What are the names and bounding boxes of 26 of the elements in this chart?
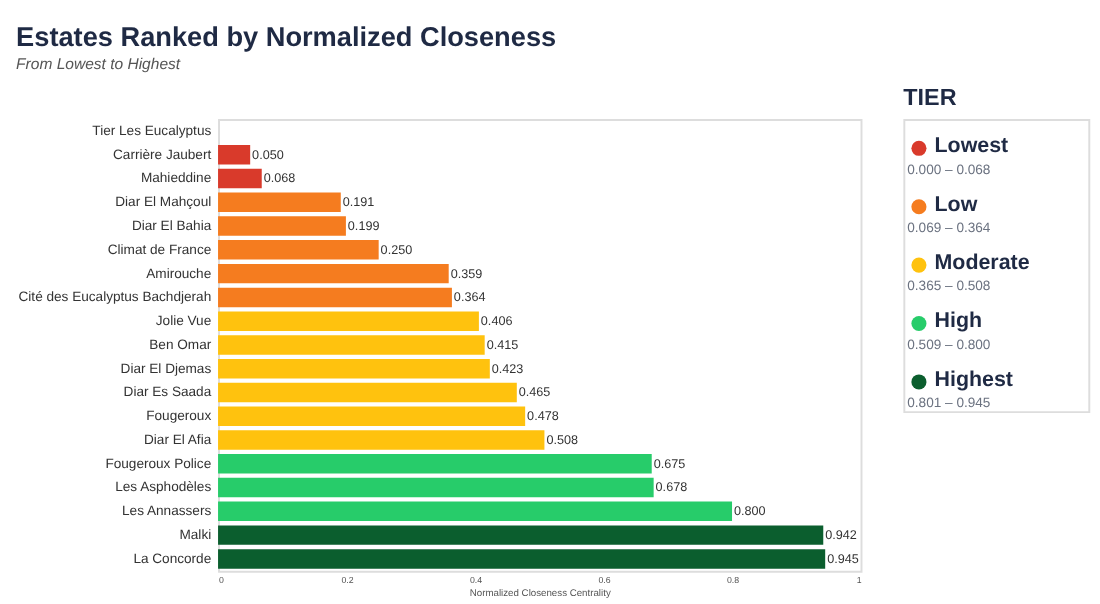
bar: [218, 406, 526, 426]
chart-title: Estates Ranked by Normalized Closeness: [16, 22, 558, 53]
legend-label: Highest: [934, 367, 1014, 392]
bar: [218, 382, 517, 403]
bar: [218, 263, 449, 284]
bar: [218, 477, 654, 498]
bar: [218, 216, 346, 236]
bar: [218, 501, 733, 522]
bar: [218, 335, 485, 355]
bar: [218, 145, 251, 165]
bar: [218, 525, 824, 545]
bar: [218, 192, 341, 213]
bar: [218, 311, 479, 331]
bar: [218, 454, 652, 474]
legend-label: Low: [934, 192, 979, 217]
legend-label: High: [934, 309, 983, 334]
legend-label: Moderate: [934, 251, 1030, 276]
legend-title: TIER: [903, 85, 958, 112]
bar: [218, 168, 262, 189]
bar: [218, 430, 545, 450]
legend-label: Lowest: [934, 134, 1010, 159]
bar: [218, 358, 490, 379]
chart-subtitle: From Lowest to Highest: [16, 55, 182, 74]
bar: [218, 240, 379, 260]
bar: [218, 287, 452, 308]
bar: [218, 549, 826, 569]
